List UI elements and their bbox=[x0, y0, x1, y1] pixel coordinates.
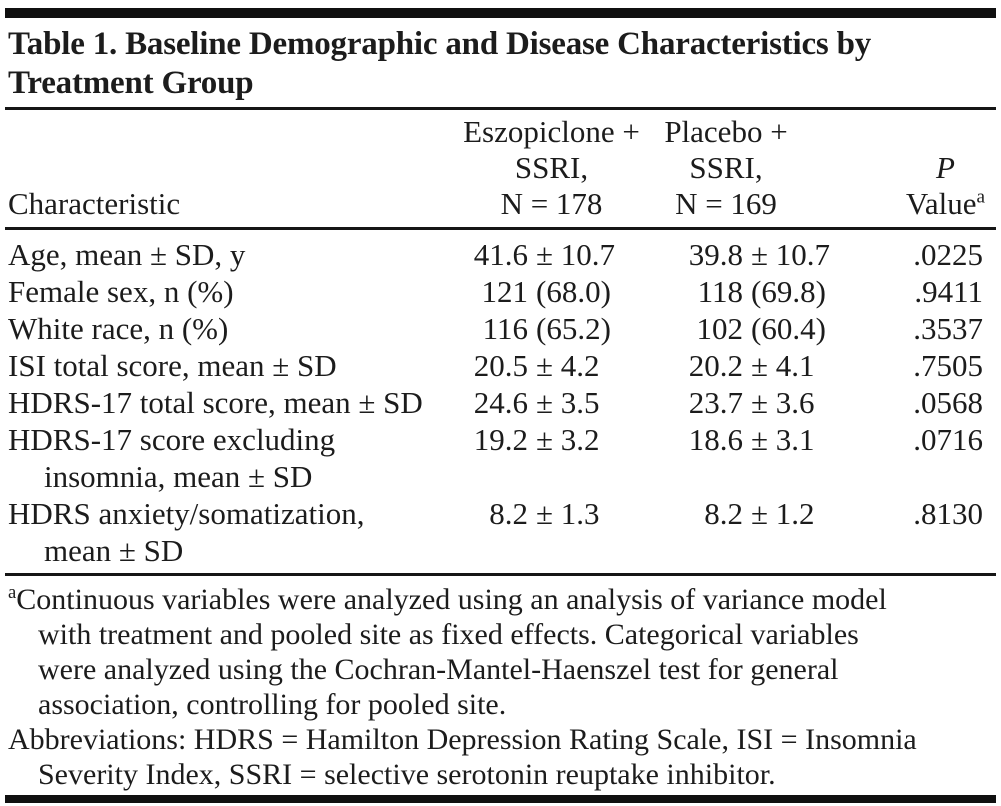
cell-placebo-value: 20.2 ± 4.1 bbox=[688, 348, 815, 383]
cell-eszopiclone-value: 20.5 ± 4.2 bbox=[473, 348, 600, 383]
cell-eszopiclone-value: 121 (68.0) bbox=[481, 274, 611, 309]
table-title: Table 1. Baseline Demographic and Diseas… bbox=[8, 25, 993, 103]
cell-eszopiclone-value: 116 (65.2) bbox=[482, 311, 611, 346]
cell-eszopiclone-value: 41.6 ± 10.7 bbox=[473, 237, 616, 272]
cell-p-value: .3537 bbox=[913, 311, 983, 346]
table-row: HDRS anxiety/somatization, mean ± SD 8.2 ± … bbox=[8, 495, 993, 569]
cell-eszopiclone-value: 24.6 ± 3.5 bbox=[473, 385, 600, 420]
cell-characteristic: ISI total score, mean ± SD bbox=[8, 348, 337, 383]
footnote-marker-a: a bbox=[8, 582, 17, 603]
cell-placebo-value: 23.7 ± 3.6 bbox=[688, 385, 815, 420]
cell-placebo-value: 102 (60.4) bbox=[696, 311, 826, 346]
top-rule-bar bbox=[5, 8, 996, 18]
cell-eszopiclone-value: 19.2 ± 3.2 bbox=[473, 422, 600, 457]
p-header-value: Valuea bbox=[905, 186, 985, 221]
table-title-line2: Treatment Group bbox=[8, 65, 254, 101]
table-row: ISI total score, mean ± SD 20.5 ± 4.2 20.2 ±… bbox=[8, 347, 993, 384]
table-header-row: Characteristic Eszopiclone + SSRI, N = 1… bbox=[8, 110, 993, 227]
footnote-marker-a: a bbox=[976, 186, 985, 208]
cell-p-value: .7505 bbox=[913, 348, 983, 383]
cell-p-value: .0225 bbox=[913, 237, 983, 272]
table-title-line1: Table 1. Baseline Demographic and Diseas… bbox=[8, 26, 872, 62]
column-header-characteristic: Characteristic bbox=[8, 186, 181, 221]
cell-p-value: .9411 bbox=[914, 274, 983, 309]
header-rule bbox=[5, 227, 996, 230]
table-row: HDRS-17 total score, mean ± SD 24.6 ± 3.5 2… bbox=[8, 384, 993, 421]
cell-placebo-value: 18.6 ± 3.1 bbox=[688, 422, 815, 457]
body-rule bbox=[5, 573, 996, 576]
table-footnotes: aContinuous variables were analyzed usin… bbox=[8, 576, 993, 792]
table-row: Age, mean ± SD, y 41.6 ± 10.7 39.8 ± 10.7 .02… bbox=[8, 236, 993, 273]
cell-characteristic: White race, n (%) bbox=[8, 311, 229, 346]
cell-eszopiclone-value: 8.2 ± 1.3 bbox=[489, 496, 600, 531]
cell-characteristic: HDRS-17 score excluding insomnia, mean ± … bbox=[8, 422, 336, 494]
cell-p-value: .8130 bbox=[913, 496, 983, 531]
bottom-rule-bar bbox=[5, 795, 996, 803]
cell-p-value: .0568 bbox=[913, 385, 983, 420]
cell-placebo-value: 39.8 ± 10.7 bbox=[688, 237, 831, 272]
title-rule bbox=[5, 107, 996, 110]
table-body: Age, mean ± SD, y 41.6 ± 10.7 39.8 ± 10.7 .02… bbox=[0, 230, 1001, 573]
column-header-eszopiclone: Eszopiclone + SSRI, N = 178 bbox=[463, 114, 640, 221]
table-row: Female sex, n (%) 121 (68.0) 118 (69.8) .9411 bbox=[8, 273, 993, 310]
cell-characteristic: HDRS anxiety/somatization, mean ± SD bbox=[8, 496, 365, 568]
footnote-abbreviations: Abbreviations: HDRS = Hamilton Depressio… bbox=[8, 723, 917, 791]
cell-characteristic: Female sex, n (%) bbox=[8, 274, 234, 309]
column-header-placebo: Placebo + SSRI, N = 169 bbox=[664, 114, 788, 221]
cell-characteristic: HDRS-17 total score, mean ± SD bbox=[8, 385, 423, 420]
footnote-a: aContinuous variables were analyzed usin… bbox=[8, 582, 887, 721]
cell-p-value: .0716 bbox=[913, 422, 983, 457]
table-row: HDRS-17 score excluding insomnia, mean ± … bbox=[8, 421, 993, 495]
cell-placebo-value: 8.2 ± 1.2 bbox=[704, 496, 815, 531]
table-row: White race, n (%) 116 (65.2) 102 (60.4) .3537 bbox=[8, 310, 993, 347]
cell-placebo-value: 118 (69.8) bbox=[697, 274, 826, 309]
p-header-letter: P bbox=[935, 150, 955, 185]
cell-characteristic: Age, mean ± SD, y bbox=[8, 237, 246, 272]
column-header-p-value: P Valuea bbox=[873, 150, 993, 222]
